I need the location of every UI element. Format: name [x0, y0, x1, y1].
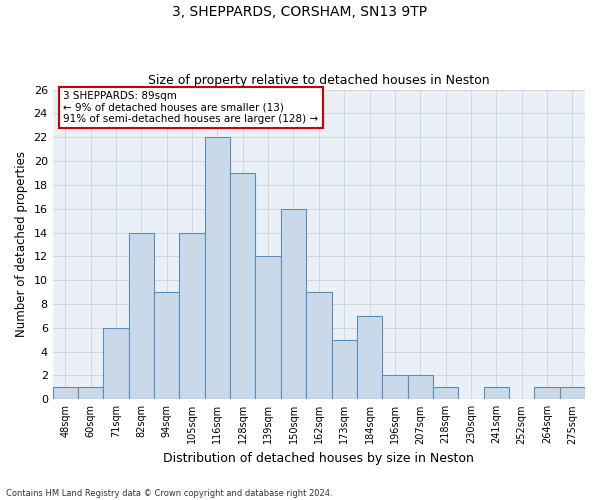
Bar — [205, 137, 230, 400]
Bar — [129, 232, 154, 400]
Bar — [484, 388, 509, 400]
Bar — [78, 388, 103, 400]
Bar — [154, 292, 179, 400]
Bar — [357, 316, 382, 400]
Bar — [433, 388, 458, 400]
Bar — [281, 208, 306, 400]
Bar — [230, 173, 256, 400]
Y-axis label: Number of detached properties: Number of detached properties — [15, 152, 28, 338]
Bar — [560, 388, 585, 400]
Bar — [53, 388, 78, 400]
Bar — [103, 328, 129, 400]
Bar — [535, 388, 560, 400]
Text: 3, SHEPPARDS, CORSHAM, SN13 9TP: 3, SHEPPARDS, CORSHAM, SN13 9TP — [172, 5, 428, 19]
X-axis label: Distribution of detached houses by size in Neston: Distribution of detached houses by size … — [163, 452, 474, 465]
Text: Contains HM Land Registry data © Crown copyright and database right 2024.: Contains HM Land Registry data © Crown c… — [6, 488, 332, 498]
Bar — [306, 292, 332, 400]
Bar — [332, 340, 357, 400]
Bar — [179, 232, 205, 400]
Text: 3 SHEPPARDS: 89sqm
← 9% of detached houses are smaller (13)
91% of semi-detached: 3 SHEPPARDS: 89sqm ← 9% of detached hous… — [64, 91, 319, 124]
Title: Size of property relative to detached houses in Neston: Size of property relative to detached ho… — [148, 74, 490, 87]
Bar — [382, 376, 407, 400]
Bar — [407, 376, 433, 400]
Bar — [256, 256, 281, 400]
